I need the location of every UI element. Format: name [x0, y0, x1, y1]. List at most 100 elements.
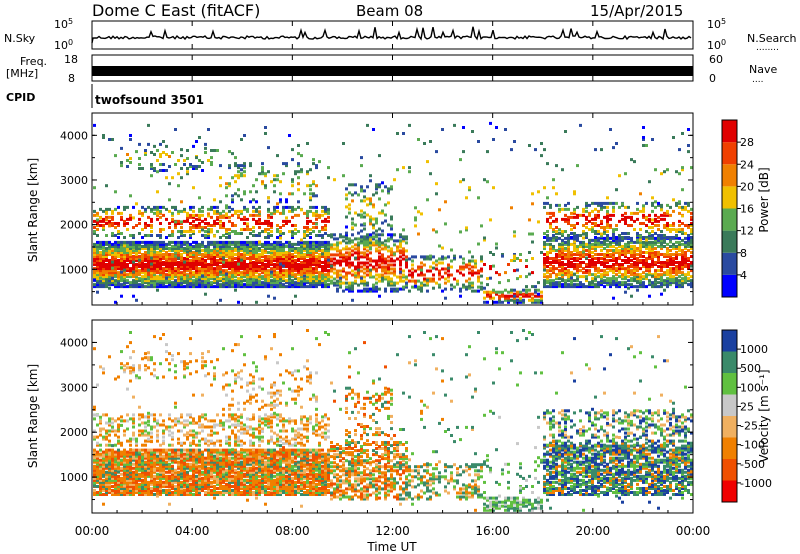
- heatmap-cell: [189, 281, 192, 285]
- heatmap-cell: [603, 273, 606, 277]
- heatmap-cell: [96, 435, 99, 439]
- heatmap-cell: [621, 245, 624, 248]
- heatmap-cell: [162, 263, 165, 266]
- heatmap-cell: [612, 249, 615, 252]
- freq-tick-top: 18: [64, 53, 78, 66]
- heatmap-cell: [198, 242, 201, 246]
- heatmap-cell: [174, 224, 177, 227]
- heatmap-cell: [93, 468, 96, 472]
- nsky-label: N.Sky: [4, 32, 36, 45]
- heatmap-cell: [348, 247, 351, 251]
- heatmap-cell: [339, 281, 342, 285]
- heatmap-cell: [663, 271, 666, 275]
- heatmap-cell: [363, 245, 366, 249]
- heatmap-cell: [549, 215, 552, 219]
- heatmap-cell: [99, 462, 102, 466]
- heatmap-cell: [480, 274, 483, 278]
- heatmap-cell: [210, 251, 213, 254]
- heatmap-cell: [624, 283, 627, 287]
- heatmap-cell: [267, 277, 270, 281]
- heatmap-cell: [102, 209, 105, 213]
- heatmap-cell: [129, 271, 132, 275]
- heatmap-cell: [603, 263, 606, 266]
- heatmap-cell: [600, 279, 603, 283]
- heatmap-cell: [99, 491, 102, 494]
- heatmap-cell: [600, 148, 603, 152]
- heatmap-cell: [690, 215, 693, 219]
- heatmap-cell: [291, 273, 294, 277]
- heatmap-cell: [258, 283, 261, 287]
- heatmap-cell: [399, 243, 402, 247]
- heatmap-cell: [531, 292, 534, 296]
- heatmap-cell: [585, 256, 588, 260]
- heatmap-cell: [246, 226, 249, 229]
- heatmap-cell: [618, 205, 621, 209]
- heatmap-cell: [627, 267, 630, 271]
- heatmap-cell: [669, 279, 672, 283]
- heatmap-cell: [681, 132, 684, 135]
- heatmap-cell: [579, 253, 582, 256]
- heatmap-cell: [234, 245, 237, 248]
- heatmap-cell: [192, 165, 195, 168]
- heatmap-cell: [288, 261, 291, 264]
- heatmap-cell: [99, 415, 102, 419]
- heatmap-cell: [333, 261, 336, 265]
- heatmap-cell: [99, 219, 102, 223]
- heatmap-cell: [681, 259, 684, 262]
- heatmap-cell: [255, 249, 258, 252]
- heatmap-cell: [153, 257, 156, 260]
- heatmap-cell: [150, 267, 153, 271]
- heatmap-cell: [408, 166, 411, 170]
- heatmap-cell: [519, 292, 522, 296]
- heatmap-cell: [360, 189, 363, 193]
- heatmap-cell: [216, 263, 219, 266]
- heatmap-cell: [690, 275, 693, 279]
- heatmap-cell: [249, 245, 252, 248]
- heatmap-cell: [135, 298, 138, 302]
- heatmap-cell: [231, 275, 234, 279]
- heatmap-cell: [126, 245, 129, 248]
- heatmap-cell: [555, 267, 558, 271]
- heatmap-cell: [444, 271, 447, 275]
- heatmap-cell: [150, 224, 153, 227]
- heatmap-cell: [264, 281, 267, 285]
- heatmap-cell: [153, 263, 156, 266]
- heatmap-cell: [195, 247, 198, 250]
- heatmap-cell: [147, 277, 150, 281]
- heatmap-cell: [159, 259, 162, 262]
- heatmap-cell: [603, 265, 606, 268]
- heatmap-cell: [198, 245, 201, 248]
- heatmap-cell: [204, 269, 207, 273]
- heatmap-cell: [198, 249, 201, 252]
- heatmap-cell: [204, 263, 207, 266]
- heatmap-cell: [195, 242, 198, 246]
- heatmap-cell: [294, 277, 297, 281]
- heatmap-cell: [681, 253, 684, 256]
- heatmap-cell: [501, 292, 504, 296]
- heatmap-cell: [144, 255, 147, 258]
- heatmap-cell: [648, 294, 651, 298]
- heatmap-cell: [99, 493, 102, 496]
- heatmap-cell: [102, 472, 105, 476]
- heatmap-cell: [309, 279, 312, 283]
- heatmap-cell: [213, 281, 216, 285]
- heatmap-cell: [657, 215, 660, 219]
- heatmap-cell: [231, 222, 234, 225]
- heatmap-cell: [654, 168, 657, 172]
- heatmap-cell: [474, 289, 477, 293]
- heatmap-cell: [633, 265, 636, 268]
- heatmap-cell: [678, 205, 681, 209]
- heatmap-cell: [264, 219, 267, 223]
- heatmap-cell: [102, 452, 105, 456]
- heatmap-cell: [207, 245, 210, 248]
- heatmap-cell: [123, 240, 126, 244]
- heatmap-cell: [213, 198, 216, 202]
- heatmap-cell: [276, 240, 279, 244]
- heatmap-cell: [240, 273, 243, 277]
- heatmap-cell: [195, 271, 198, 275]
- heatmap-cell: [633, 271, 636, 275]
- heatmap-cell: [150, 209, 153, 213]
- heatmap-cell: [363, 222, 366, 226]
- heatmap-cell: [627, 245, 630, 248]
- heatmap-cell: [159, 251, 162, 254]
